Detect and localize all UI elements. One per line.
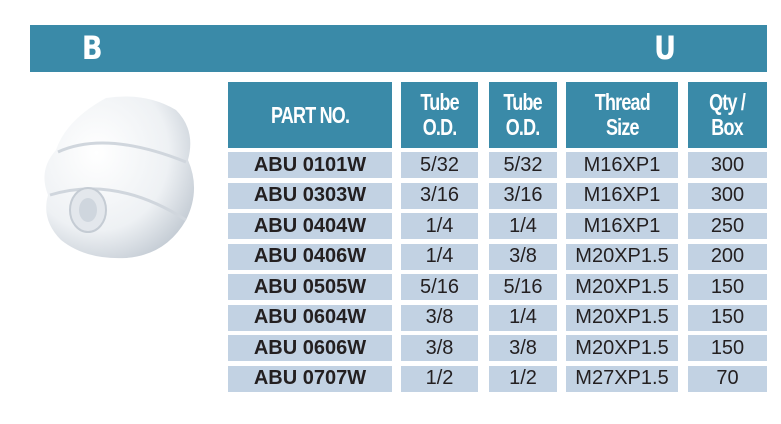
table-cell: 1/4 bbox=[401, 243, 478, 270]
table-cell: 1/4 bbox=[489, 213, 557, 239]
table-cell: M27XP1.5 bbox=[566, 365, 678, 392]
product-photo bbox=[44, 96, 195, 259]
header-line: Tube bbox=[503, 89, 543, 115]
column-header: Thread Size bbox=[566, 82, 678, 148]
column-header: PART NO. bbox=[228, 82, 392, 148]
part-number-cell: ABU 0505W bbox=[228, 274, 392, 300]
table-cell: 3/8 bbox=[489, 335, 557, 361]
table-cell: 3/8 bbox=[489, 243, 557, 270]
section-banner: B U bbox=[30, 25, 767, 72]
part-number-cell: ABU 0101W bbox=[228, 152, 392, 178]
header-line: PART NO. bbox=[270, 101, 350, 128]
part-number-cell: ABU 0604W bbox=[228, 304, 392, 331]
table-cell: 5/32 bbox=[489, 152, 557, 178]
part-number-cell: ABU 0707W bbox=[228, 365, 392, 392]
table-cell: 3/16 bbox=[401, 182, 478, 209]
column-header: Qty / Box bbox=[688, 82, 767, 148]
table-cell: M20XP1.5 bbox=[566, 335, 678, 361]
header-line: Thread bbox=[594, 89, 650, 115]
column-header: Tube O.D. bbox=[401, 82, 478, 148]
table-cell: 1/4 bbox=[489, 304, 557, 331]
table-cell: M16XP1 bbox=[566, 152, 678, 178]
table-cell: 5/16 bbox=[489, 274, 557, 300]
table-cell: 200 bbox=[688, 243, 767, 270]
table-cell: M16XP1 bbox=[566, 213, 678, 239]
table-cell: 300 bbox=[688, 182, 767, 209]
table-cell: 1/2 bbox=[489, 365, 557, 392]
table-cell: 5/32 bbox=[401, 152, 478, 178]
header-line: Size bbox=[605, 114, 640, 140]
table-cell: 3/8 bbox=[401, 335, 478, 361]
banner-letter-right: U bbox=[653, 29, 677, 67]
header-line: Box bbox=[711, 114, 744, 140]
table-cell: 5/16 bbox=[401, 274, 478, 300]
table-cell: 150 bbox=[688, 335, 767, 361]
table-cell: 3/16 bbox=[489, 182, 557, 209]
table-cell: M20XP1.5 bbox=[566, 274, 678, 300]
header-line: O.D. bbox=[506, 114, 541, 140]
banner-letter-left: B bbox=[81, 29, 103, 67]
table-cell: 3/8 bbox=[401, 304, 478, 331]
part-number-cell: ABU 0303W bbox=[228, 182, 392, 209]
column-header: Tube O.D. bbox=[489, 82, 557, 148]
header-line: O.D. bbox=[422, 114, 458, 140]
part-number-cell: ABU 0404W bbox=[228, 213, 392, 239]
table-cell: 150 bbox=[688, 274, 767, 300]
table-cell: 70 bbox=[688, 365, 767, 392]
table-cell: M16XP1 bbox=[566, 182, 678, 209]
table-cell: 150 bbox=[688, 304, 767, 331]
table-cell: M20XP1.5 bbox=[566, 304, 678, 331]
table-cell: 1/2 bbox=[401, 365, 478, 392]
part-number-cell: ABU 0406W bbox=[228, 243, 392, 270]
table-cell: 300 bbox=[688, 152, 767, 178]
table-cell: M20XP1.5 bbox=[566, 243, 678, 270]
header-line: Tube bbox=[420, 89, 459, 115]
table-cell: 250 bbox=[688, 213, 767, 239]
header-line: Qty / bbox=[709, 89, 747, 115]
part-number-cell: ABU 0606W bbox=[228, 335, 392, 361]
table-cell: 1/4 bbox=[401, 213, 478, 239]
